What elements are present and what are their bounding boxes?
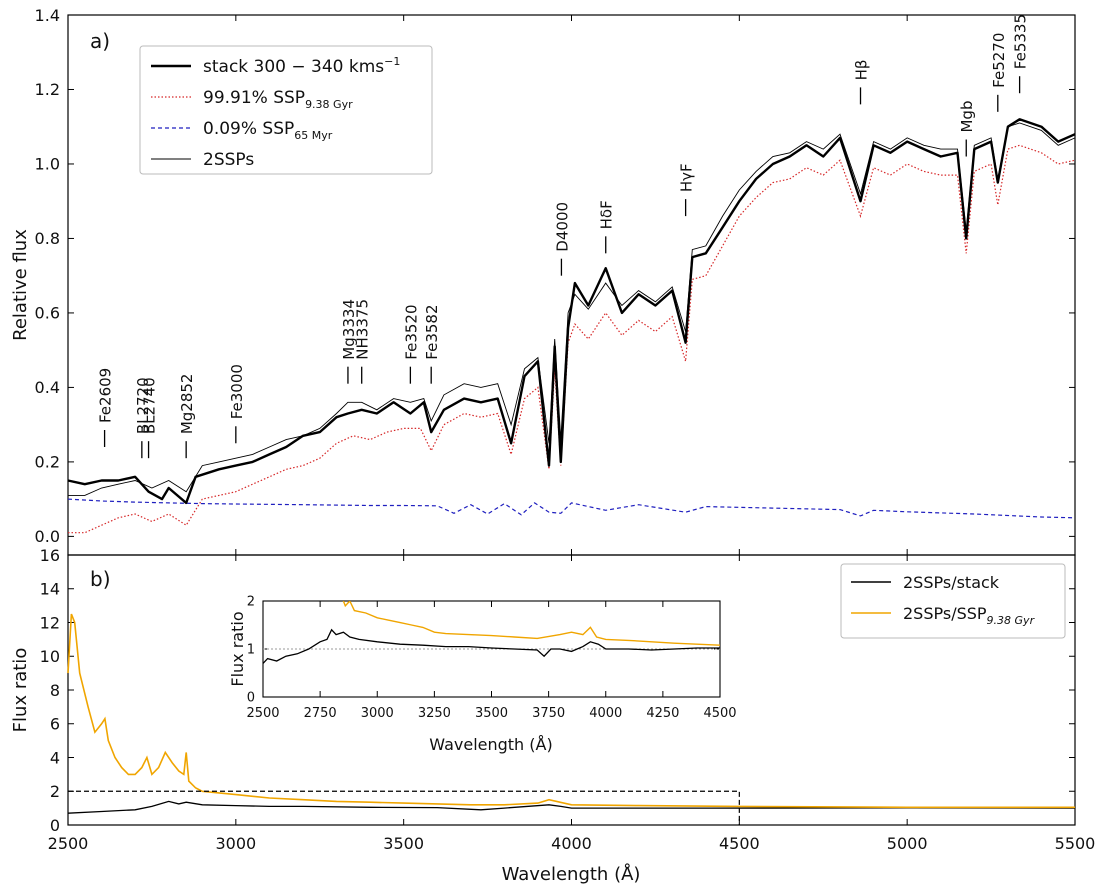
feature-label: HγF: [678, 163, 696, 192]
panel-b-ytick-label: 4: [50, 748, 60, 767]
panel-b-ytick-label: 8: [50, 681, 60, 700]
feature-label: Fe3000: [228, 364, 246, 419]
panel-a-series: [67, 118, 1076, 534]
panel-b-ticks: 2500 3000 3500 4000 4500 5000 5500024681012141…: [40, 546, 1096, 853]
panel-b-ylabel: Flux ratio: [10, 648, 31, 733]
inset-ytick-label: 2: [247, 595, 255, 610]
inset-xtick-label: 2750: [304, 706, 337, 721]
panel-a-ytick-label: 0.2: [35, 453, 60, 472]
panel-b-ytick-label: 0: [50, 816, 60, 835]
panel-a-ytick-label: 1.2: [35, 80, 60, 99]
inset-series-ratio-stack: [263, 628, 720, 664]
legend-entry-2ssps: 2SSPs: [203, 150, 254, 170]
legend-ratio-old-sub: 9.38 Gyr: [987, 614, 1036, 627]
inset-xtick-label: 3250: [418, 706, 451, 721]
legend-ratio-old-label: 2SSPs/SSP: [903, 604, 987, 623]
legend-entry-ratio-stack: 2SSPs/stack: [903, 573, 1000, 592]
legend-stack-sup: −1: [384, 55, 400, 68]
legend-young-ssp-label: 0.09% SSP: [203, 119, 294, 139]
legend-entry-old-ssp: 99.91% SSP9.38 Gyr: [203, 88, 353, 111]
panel-a-ytick-label: 0.8: [35, 229, 60, 248]
inset-ticks: 2500 2750 3000 3250 3500 3750 4000 4250 4500 0 1 2: [246, 595, 736, 721]
inset-series: [263, 601, 720, 664]
inset-xtick-label: 4000: [589, 706, 622, 721]
inset-panel: 2500 2750 3000 3250 3500 3750 4000 4250 4500012 …: [228, 595, 737, 754]
legend-old-ssp-label: 99.91% SSP: [203, 88, 305, 108]
panel-b-series: [67, 613, 1076, 814]
panel-b-xtick-label: 2500: [48, 834, 89, 853]
panel-b-label: b): [90, 567, 111, 591]
feature-label: Fe2609: [97, 368, 115, 423]
feature-label: D4000: [553, 202, 571, 252]
feature-label: NH3375: [354, 299, 372, 360]
panel-a-ticks: 0.0 0.2 0.4 0.6 0.8 1.0 1.2 1.4: [35, 6, 1076, 555]
feature-label: Fe3582: [423, 304, 441, 359]
panel-b-xtick-label: 5000: [887, 834, 928, 853]
legend-entry-young-ssp: 0.09% SSP65 Myr: [203, 119, 333, 142]
inset-xlabel: Wavelength (Å): [429, 735, 552, 754]
panel-a-ytick-label: 0.0: [35, 527, 60, 546]
legend-stack-label: stack 300 − 340 kms: [203, 57, 384, 77]
legend-young-ssp-sub: 65 Myr: [294, 129, 332, 142]
panel-b-ytick-label: 10: [40, 647, 60, 666]
panel-b-ytick-label: 14: [40, 580, 60, 599]
legend-a-frame: [139, 45, 433, 175]
inset-ylabel: Flux ratio: [228, 611, 247, 686]
series-ratio-stack: [67, 800, 1076, 814]
feature-label: HδF: [598, 200, 616, 229]
panel-b-xtick-label: 3500: [383, 834, 424, 853]
series-young-ssp: [67, 498, 1076, 519]
feature-label: Mg2852: [178, 374, 196, 435]
inset-xtick-label: 3000: [361, 706, 394, 721]
panel-b-xtick-label: 4500: [719, 834, 760, 853]
feature-label: Mg3334: [340, 299, 358, 360]
legend-entry-ratio-old: 2SSPs/SSP9.38 Gyr: [903, 604, 1036, 627]
legend-old-ssp-sub: 9.38 Gyr: [305, 98, 353, 111]
panel-b-ytick-label: 12: [40, 613, 60, 632]
inset-ytick-label: 0: [247, 691, 255, 706]
inset-xtick-label: 2500: [246, 706, 279, 721]
series-ratio-old: [67, 613, 1075, 809]
panel-b-xtick-label: 4000: [551, 834, 592, 853]
series-old-ssp: [68, 144, 1076, 534]
panel-a: 0.0 0.2 0.4 0.6 0.8 1.0 1.2 1.4 Fe2609 BL2720BL2…: [10, 6, 1076, 556]
panel-a-legend: stack 300 − 340 kms−1 99.91% SSP9.38 Gyr…: [139, 45, 433, 175]
feature-label: BL2740: [141, 377, 159, 434]
inset-xtick-label: 3750: [532, 706, 565, 721]
inset-series-ratio-old: [342, 601, 720, 646]
inset-xtick-label: 4500: [703, 706, 736, 721]
panel-b-legend: 2SSPs/stack 2SSPs/SSP9.38 Gyr: [840, 563, 1066, 639]
panel-a-ytick-label: 0.6: [35, 304, 60, 323]
inset-xtick-label: 4250: [646, 706, 679, 721]
panel-b-ytick-label: 16: [40, 546, 60, 565]
feature-label: Fe3520: [402, 304, 420, 359]
panel-a-ytick-label: 1.0: [35, 155, 60, 174]
panel-b: 2500 3000 3500 4000 4500 5000 5500024681012141…: [10, 546, 1095, 885]
series-stack: [67, 118, 1076, 505]
panel-b-xlabel: Wavelength (Å): [502, 863, 641, 885]
panel-b-ytick-label: 6: [50, 715, 60, 734]
feature-label: Hβ: [853, 60, 871, 81]
inset-xtick-label: 3500: [475, 706, 508, 721]
panel-a-ylabel: Relative flux: [10, 229, 31, 341]
inset-ytick-label: 1: [247, 643, 255, 658]
feature-label: Fe5335: [1012, 14, 1030, 69]
panel-b-xtick-label: 3000: [215, 834, 256, 853]
feature-label: Fe5270: [990, 33, 1008, 88]
panel-a-ytick-label: 0.4: [35, 378, 60, 397]
feature-label: BL2720: [134, 377, 152, 434]
series-2ssps: [68, 122, 1076, 496]
feature-label: Mgb: [958, 101, 976, 133]
legend-b-frame: [840, 563, 1066, 639]
legend-entry-stack: stack 300 − 340 kms−1: [203, 55, 400, 77]
panel-a-label: a): [90, 29, 110, 53]
panel-b-ytick-label: 2: [50, 782, 60, 801]
panel-a-ytick-label: 1.4: [35, 6, 60, 25]
panel-b-xtick-label: 5500: [1055, 834, 1096, 853]
